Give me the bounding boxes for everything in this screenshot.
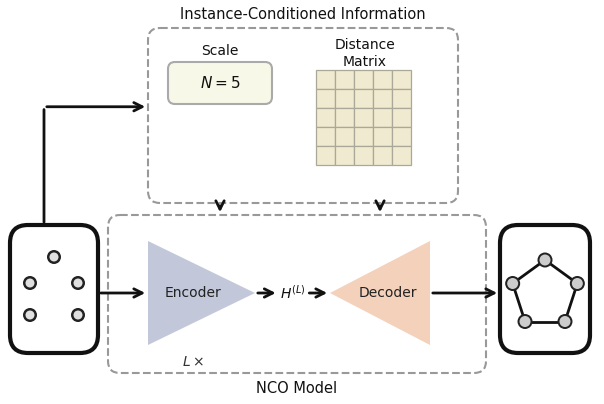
Circle shape	[518, 314, 533, 329]
Text: $L\times$: $L\times$	[182, 355, 205, 369]
Polygon shape	[330, 241, 430, 345]
Bar	[335, 108, 354, 127]
Bar	[373, 89, 392, 108]
Text: Decoder: Decoder	[359, 286, 417, 300]
Circle shape	[50, 252, 59, 261]
Bar	[354, 108, 373, 127]
Circle shape	[505, 276, 520, 291]
Bar	[392, 127, 411, 146]
Bar	[354, 89, 373, 108]
Bar	[354, 127, 373, 146]
Circle shape	[23, 308, 37, 322]
Circle shape	[71, 276, 85, 290]
Text: Scale: Scale	[201, 44, 239, 58]
Circle shape	[25, 311, 34, 320]
Bar	[373, 70, 392, 89]
Circle shape	[25, 278, 34, 288]
Text: $H^{(L)}$: $H^{(L)}$	[280, 284, 305, 302]
Bar	[316, 146, 335, 165]
Circle shape	[47, 250, 61, 264]
Bar	[354, 146, 373, 165]
Bar	[335, 89, 354, 108]
Bar	[335, 70, 354, 89]
Polygon shape	[148, 241, 255, 345]
Text: NCO Model: NCO Model	[257, 381, 338, 396]
Text: $N = 5$: $N = 5$	[200, 75, 240, 91]
Bar	[316, 108, 335, 127]
Bar	[373, 108, 392, 127]
Circle shape	[74, 278, 83, 288]
Bar	[392, 108, 411, 127]
Circle shape	[572, 278, 583, 289]
Bar	[354, 70, 373, 89]
Circle shape	[519, 316, 530, 327]
Text: Instance-Conditioned Information: Instance-Conditioned Information	[180, 7, 426, 22]
Circle shape	[557, 314, 573, 329]
FancyBboxPatch shape	[10, 225, 98, 353]
Text: Encoder: Encoder	[165, 286, 222, 300]
Circle shape	[74, 311, 83, 320]
Bar	[316, 127, 335, 146]
Text: Distance
Matrix: Distance Matrix	[335, 38, 396, 69]
Bar	[373, 127, 392, 146]
Bar	[335, 146, 354, 165]
Bar	[373, 146, 392, 165]
FancyBboxPatch shape	[500, 225, 590, 353]
Circle shape	[559, 316, 571, 327]
Bar	[392, 146, 411, 165]
Circle shape	[570, 276, 585, 291]
Bar	[335, 127, 354, 146]
Bar	[316, 89, 335, 108]
FancyBboxPatch shape	[168, 62, 272, 104]
Circle shape	[539, 255, 550, 265]
Bar	[392, 89, 411, 108]
Circle shape	[507, 278, 518, 289]
Circle shape	[23, 276, 37, 290]
Circle shape	[538, 252, 553, 267]
Bar	[392, 70, 411, 89]
Circle shape	[71, 308, 85, 322]
Bar	[316, 70, 335, 89]
